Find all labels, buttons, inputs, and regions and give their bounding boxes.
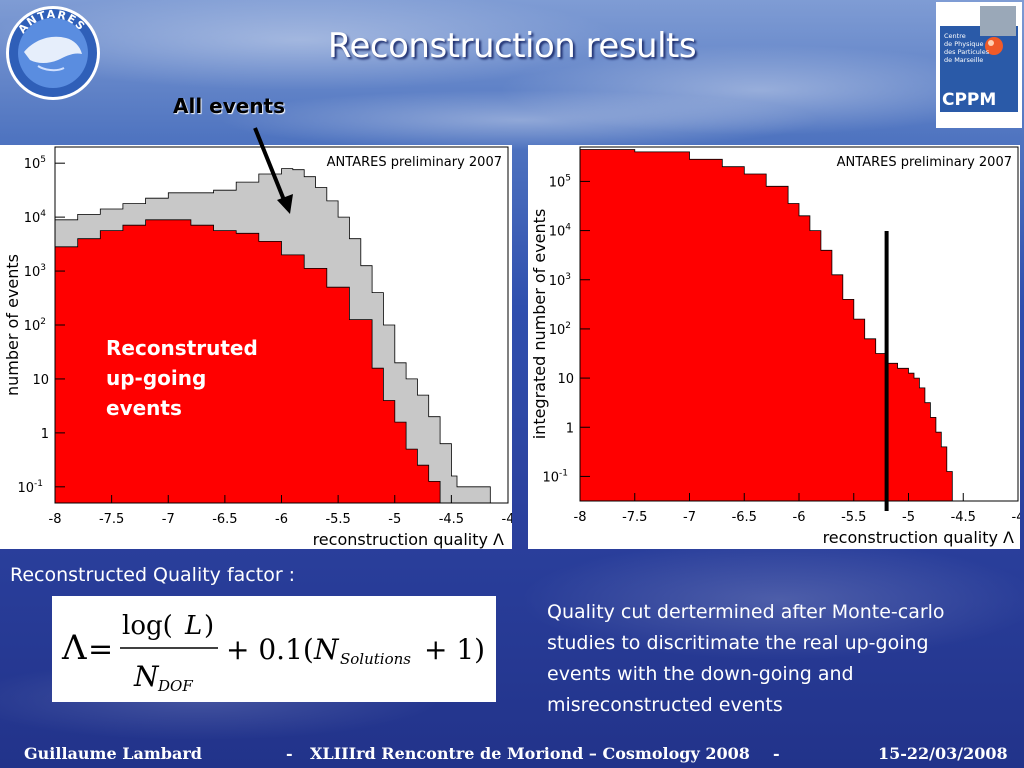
antares-logo: ANTARES xyxy=(4,4,102,102)
all-events-label: All events xyxy=(173,94,286,118)
quality-cut-note: Quality cut dertermined after Monte-carl… xyxy=(547,601,945,716)
y-tick-label-0-5: 1 xyxy=(41,427,49,442)
slide-title: Reconstruction results xyxy=(327,26,697,66)
x-tick-label-0-1: -7.5 xyxy=(99,512,124,527)
quality-factor-heading: Reconstructed Quality factor : xyxy=(10,564,296,586)
y-tick-label-0-0: 105 xyxy=(24,155,46,172)
y-tick-label-0-3: 102 xyxy=(24,317,46,334)
y-tick-label-1-6: 10-1 xyxy=(542,468,568,485)
x-tick-label-1-6: -5 xyxy=(902,510,915,525)
x-tick-label-1-8: -4 xyxy=(1012,510,1020,525)
footer-conference: XLIIIrd Rencontre de Moriond – Cosmology… xyxy=(310,744,750,763)
x-tick-label-0-0: -8 xyxy=(49,512,62,527)
footer-date: 15-22/03/2008 xyxy=(878,744,1008,763)
formula-lambda: Λ xyxy=(61,628,87,668)
formula-log: log( xyxy=(122,611,173,641)
y-tick-label-0-6: 10-1 xyxy=(17,479,43,496)
series-1-0-area xyxy=(579,149,958,502)
x-tick-label-1-2: -7 xyxy=(683,510,696,525)
y-tick-label-1-5: 1 xyxy=(566,421,574,436)
y-tick-label-0-4: 10 xyxy=(32,373,49,388)
x-tick-label-1-4: -6 xyxy=(793,510,806,525)
formula-plus-coef: + 0.1( xyxy=(226,633,314,666)
footer-dash-2: - xyxy=(773,744,780,763)
x-tick-label-0-4: -6 xyxy=(275,512,288,527)
x-tick-label-1-5: -5.5 xyxy=(841,510,866,525)
x-tick-label-0-7: -4.5 xyxy=(439,512,464,527)
y-axis-label-0: number of events xyxy=(3,254,22,396)
footer-author: Guillaume Lambard xyxy=(24,744,202,763)
formula-N-sub: Solutions xyxy=(340,650,411,668)
left-histogram-panel: -8 -7.5 -7 -6.5 -6 -5.5 -5 -4.5 -4 105 104 103 102 10… xyxy=(0,145,512,549)
y-tick-label-1-1: 104 xyxy=(549,223,572,240)
x-tick-label-0-5: -5.5 xyxy=(325,512,350,527)
series-0-1-area xyxy=(54,219,446,504)
chart-title-0: ANTARES preliminary 2007 xyxy=(327,155,502,170)
cppm-acronym: CPPM xyxy=(942,90,996,110)
left-histogram: -8 -7.5 -7 -6.5 -6 -5.5 -5 -4.5 -4 105 104 103 102 10… xyxy=(3,146,512,549)
cppm-line-4: de Marseille xyxy=(944,56,983,64)
x-tick-label-1-3: -6.5 xyxy=(732,510,757,525)
x-tick-label-1-1: -7.5 xyxy=(622,510,647,525)
chart-title-1: ANTARES preliminary 2007 xyxy=(837,155,1012,170)
cppm-line-1: Centre xyxy=(944,32,966,40)
x-tick-label-0-3: -6.5 xyxy=(212,512,237,527)
y-tick-label-1-4: 10 xyxy=(557,372,574,387)
y-tick-label-0-2: 103 xyxy=(24,263,46,280)
formula-N: N xyxy=(313,633,340,666)
y-axis-label-1: integrated number of events xyxy=(530,209,549,440)
footer-dash-1: - xyxy=(286,744,293,763)
formula-tail: + 1) xyxy=(424,633,485,666)
cppm-logo: Centre de Physique des Particules de Mar… xyxy=(936,2,1022,128)
x-tick-label-1-0: -8 xyxy=(574,510,587,525)
formula-close: ) xyxy=(204,611,214,641)
y-tick-label-1-3: 102 xyxy=(549,321,571,338)
cppm-line-3: des Particules xyxy=(944,48,990,56)
formula-denominator-sub: DOF xyxy=(157,677,193,695)
footer: Guillaume Lambard - XLIIIrd Rencontre de… xyxy=(0,744,1024,766)
x-tick-label-0-6: -5 xyxy=(388,512,401,527)
cppm-line-2: de Physique xyxy=(944,40,984,48)
x-axis-label-0: reconstruction quality Λ xyxy=(313,530,504,549)
y-tick-label-1-0: 105 xyxy=(549,173,571,190)
x-tick-label-1-7: -4.5 xyxy=(951,510,976,525)
right-histogram: -8 -7.5 -7 -6.5 -6 -5.5 -5 -4.5 -4 105 104 103 102 10… xyxy=(530,146,1020,547)
y-tick-label-0-1: 104 xyxy=(24,209,47,226)
formula-L: L xyxy=(184,611,202,641)
svg-text:=: = xyxy=(88,632,113,667)
upgoing-events-label: Reconstruted up-going events xyxy=(106,336,258,420)
x-tick-label-0-8: -4 xyxy=(502,512,512,527)
quality-formula: Λ = log( L ) N DOF + 0.1( N Solutions + … xyxy=(52,596,496,702)
x-axis-label-1: reconstruction quality Λ xyxy=(823,528,1014,547)
right-histogram-panel: -8 -7.5 -7 -6.5 -6 -5.5 -5 -4.5 -4 105 104 103 102 10… xyxy=(528,145,1020,549)
formula-denominator: N xyxy=(133,660,160,693)
y-tick-label-1-2: 103 xyxy=(549,272,571,289)
x-tick-label-0-2: -7 xyxy=(162,512,175,527)
